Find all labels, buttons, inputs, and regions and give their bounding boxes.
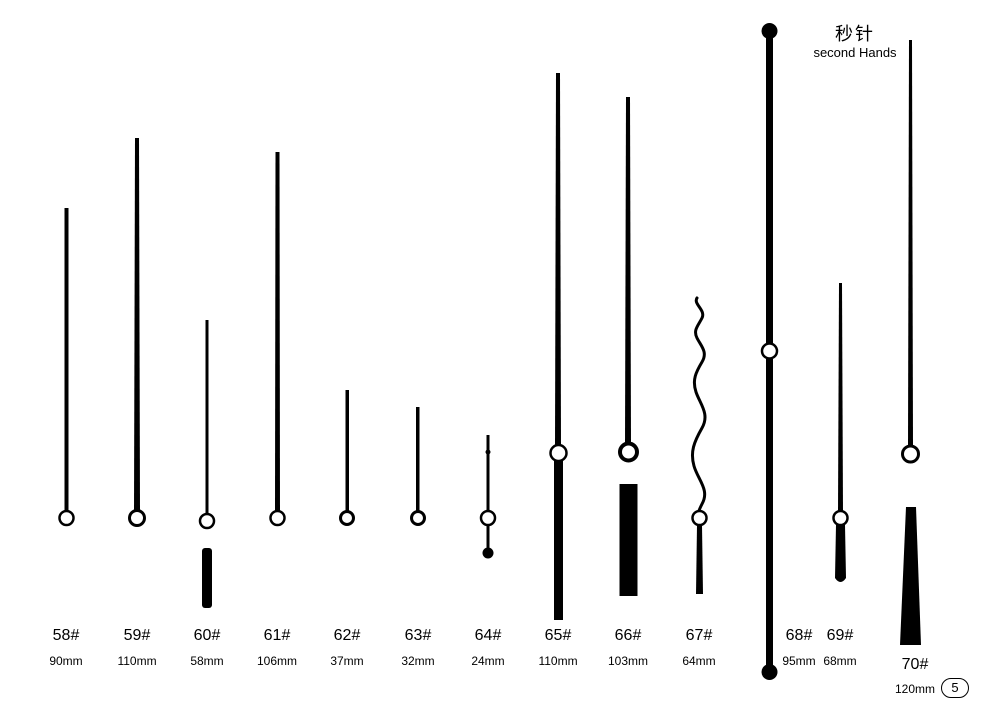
hand-63-code: 63# [404,627,432,644]
hand-61 [269,152,286,527]
hand-61-length: 106mm [256,654,297,668]
hand-68-code: 68# [785,627,813,644]
hand-64-length: 24mm [471,654,505,668]
hand-61-code: 61# [263,627,291,644]
hand-65 [549,73,568,620]
hand-68 [760,23,779,680]
hand-67-code: 67# [685,627,713,644]
hand-62 [339,390,355,526]
hand-67 [690,296,708,594]
hand-62-length: 37mm [330,654,364,668]
hand-58-length: 90mm [49,654,83,668]
hand-63-length: 32mm [401,654,435,668]
hand-59-length: 110mm [117,654,157,668]
hand-65-code: 65# [544,627,572,644]
hand-70-length: 120mm [894,682,935,696]
hand-64 [479,435,497,559]
title-english: second Hands [813,45,897,60]
hand-66 [618,97,639,596]
hand-65-length: 110mm [538,654,578,668]
hand-58 [58,208,75,527]
hand-66-code: 66# [614,627,642,644]
hand-70 [900,40,921,645]
hand-59 [128,138,146,527]
hand-60-length: 58mm [190,654,224,668]
hand-70-code: 70# [901,656,929,673]
hand-67-length: 64mm [682,654,716,668]
hand-66-length: 103mm [607,654,648,668]
hand-60-code: 60# [193,627,221,644]
hand-69 [832,283,849,582]
hand-64-code: 64# [474,627,502,644]
hand-59-code: 59# [123,627,151,644]
hand-63 [410,407,426,526]
hand-58-code: 58# [52,627,80,644]
hand-69-code: 69# [826,627,854,644]
hand-69-length: 68mm [823,654,857,668]
title-chinese: 秒针 [835,24,875,45]
hand-62-code: 62# [333,627,361,644]
hand-68-length: 95mm [782,654,816,668]
page-number-badge: 5 [941,678,969,698]
hand-60 [198,320,216,608]
